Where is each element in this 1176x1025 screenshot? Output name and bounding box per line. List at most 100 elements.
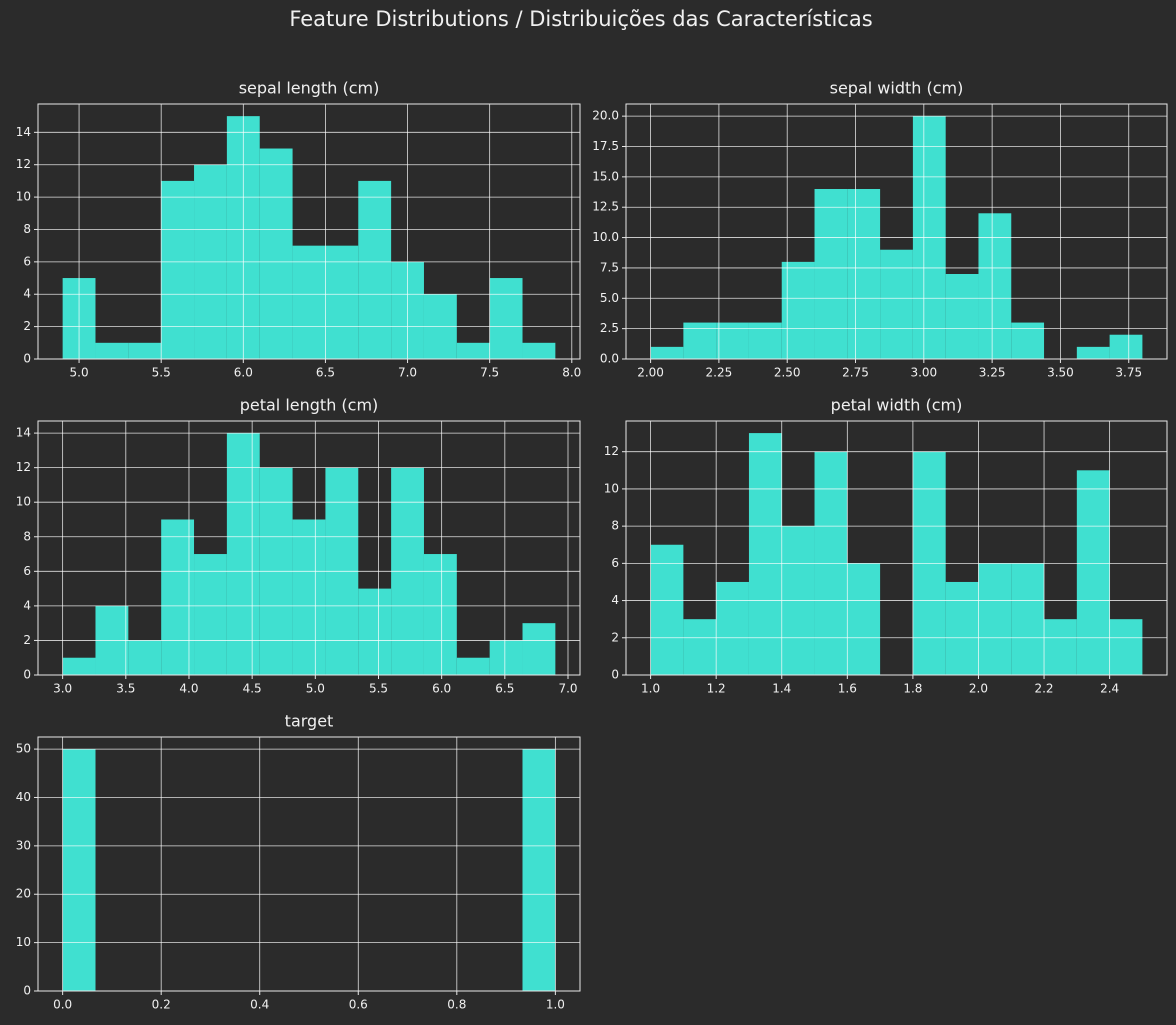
histogram-bar (847, 563, 881, 675)
x-tick-label: 4.0 (179, 682, 198, 696)
axes-frame (625, 103, 1168, 360)
x-tick-label: 6.0 (432, 682, 451, 696)
x-tick-label: 3.0 (53, 682, 72, 696)
histogram-bar (95, 342, 129, 359)
x-tick-label: 6.5 (495, 682, 514, 696)
y-tick-label: 2 (23, 319, 31, 333)
histogram-bar (1011, 322, 1045, 359)
axes-frame (37, 103, 581, 360)
histogram-bar (522, 749, 556, 991)
y-tick-label: 4 (611, 593, 619, 607)
x-tick-label: 5.0 (70, 366, 89, 380)
y-tick-label: 10 (16, 190, 31, 204)
histogram-bar (1044, 619, 1077, 675)
histogram-bar (292, 245, 326, 359)
x-tick-label: 7.0 (558, 682, 577, 696)
y-tick-label: 2 (23, 633, 31, 647)
histogram-bar (161, 519, 195, 675)
x-tick-label: 2.75 (842, 366, 869, 380)
histogram-bar (489, 640, 523, 675)
y-tick-label: 6 (611, 556, 619, 570)
x-tick-label: 4.5 (243, 682, 262, 696)
x-tick-label: 0.0 (53, 998, 72, 1012)
histogram-bar (978, 213, 1012, 359)
histogram-bar (358, 180, 392, 359)
x-tick-label: 5.5 (369, 682, 388, 696)
y-tick-label: 20.0 (592, 109, 619, 123)
histogram-bar (814, 189, 848, 359)
x-tick-label: 5.0 (306, 682, 325, 696)
y-tick-label: 10.0 (592, 230, 619, 244)
histogram-bar (978, 563, 1012, 675)
histogram-bar (292, 519, 326, 675)
y-tick-label: 6 (23, 254, 31, 268)
y-tick-label: 8 (611, 519, 619, 533)
x-tick-label: 0.8 (447, 998, 466, 1012)
panel-title: target (285, 712, 334, 731)
x-tick-label: 6.5 (316, 366, 335, 380)
x-tick-label: 0.2 (152, 998, 171, 1012)
histogram-bar (1109, 334, 1143, 359)
y-tick-label: 30 (16, 838, 31, 852)
x-tick-label: 2.2 (1034, 682, 1053, 696)
y-tick-label: 0.0 (600, 352, 619, 366)
y-tick-label: 17.5 (592, 139, 619, 153)
histogram-bar (522, 342, 556, 359)
histogram-bar (456, 657, 490, 675)
y-tick-label: 8 (23, 529, 31, 543)
histogram-bar (683, 619, 717, 675)
histogram-bar (1109, 619, 1143, 675)
y-tick-label: 12 (16, 460, 31, 474)
y-tick-label: 12 (604, 444, 619, 458)
histogram-bar (489, 278, 523, 359)
x-tick-label: 3.75 (1115, 366, 1142, 380)
x-tick-label: 2.50 (774, 366, 801, 380)
histogram-bar (748, 322, 782, 359)
histogram-bar (945, 581, 979, 675)
y-tick-label: 10 (604, 481, 619, 495)
histogram-bar (716, 581, 749, 675)
y-tick-label: 0 (611, 668, 619, 682)
x-tick-label: 2.25 (706, 366, 733, 380)
histogram-bar (128, 640, 162, 675)
histogram-bar (781, 261, 815, 359)
y-tick-label: 10 (16, 935, 31, 949)
y-tick-label: 7.5 (600, 260, 619, 274)
y-tick-label: 5.0 (600, 291, 619, 305)
axes-frame (37, 420, 581, 676)
y-tick-label: 12.5 (592, 200, 619, 214)
axes-frame (37, 736, 581, 992)
histogram-bar (128, 342, 162, 359)
x-tick-label: 1.4 (772, 682, 791, 696)
x-tick-label: 2.0 (969, 682, 988, 696)
histogram-bar (1076, 346, 1110, 359)
histogram-bar (716, 322, 749, 359)
histogram-bar (650, 346, 684, 359)
y-tick-label: 4 (23, 287, 31, 301)
y-tick-label: 6 (23, 564, 31, 578)
histogram-bar (880, 249, 913, 359)
histogram-bar (1011, 563, 1045, 675)
panel-title: sepal width (cm) (830, 79, 964, 98)
y-tick-label: 15.0 (592, 169, 619, 183)
x-tick-label: 3.50 (1047, 366, 1074, 380)
histogram-bar (226, 433, 260, 675)
histogram-bar (748, 433, 782, 675)
histogram-bar (62, 749, 96, 991)
histogram-bar (847, 189, 881, 359)
panel-title: petal length (cm) (240, 396, 379, 415)
panel-title: petal width (cm) (831, 396, 963, 415)
y-tick-label: 14 (16, 125, 31, 139)
y-tick-label: 20 (16, 887, 31, 901)
x-tick-label: 3.00 (910, 366, 937, 380)
y-tick-label: 0 (23, 352, 31, 366)
histogram-bar (358, 588, 392, 675)
y-tick-label: 4 (23, 598, 31, 612)
y-tick-label: 2 (611, 630, 619, 644)
x-tick-label: 3.25 (979, 366, 1006, 380)
y-tick-label: 8 (23, 222, 31, 236)
histogram-bar (62, 657, 96, 675)
x-tick-label: 1.0 (546, 998, 565, 1012)
y-tick-label: 12 (16, 157, 31, 171)
